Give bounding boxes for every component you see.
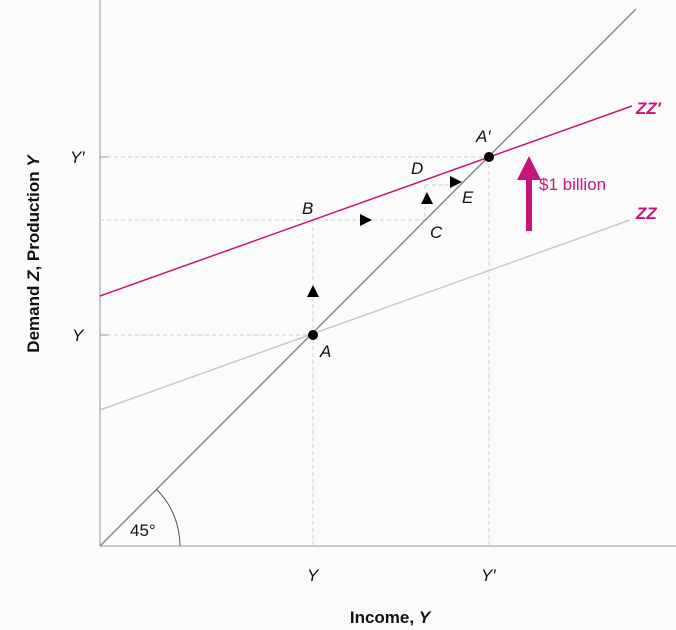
arrow-up-c-d xyxy=(421,192,433,204)
shift-label: $1 billion xyxy=(539,175,606,194)
zz-line xyxy=(99,219,631,411)
x-tick-label-right: Y′ xyxy=(481,566,496,585)
y-axis-title-prefix: Demand xyxy=(24,281,43,353)
y-axis-title-middle: , Production xyxy=(24,167,43,271)
y-tick-label-upper: Y′ xyxy=(70,148,85,167)
y-axis-title: Demand Z, Production Y xyxy=(24,154,43,353)
line-45-degree xyxy=(99,8,637,547)
zz-prime-label: ZZ′ xyxy=(635,99,662,118)
x-axis-title-text: Income, xyxy=(350,608,419,627)
x-axis-title: Income, Y xyxy=(350,608,432,627)
y-axis-title-y: Y xyxy=(24,154,43,167)
y-tick-label-lower: Y xyxy=(72,326,85,345)
point-e-label: E xyxy=(462,188,474,207)
point-a-dot xyxy=(308,330,318,340)
x-axis-title-var: Y xyxy=(419,608,432,627)
point-a-prime-label: A′ xyxy=(475,127,491,146)
point-d-label: D xyxy=(411,159,423,178)
point-b-label: B xyxy=(302,199,313,218)
arrow-right-b-c xyxy=(360,214,372,226)
angle-arc xyxy=(156,489,181,547)
point-a-prime-dot xyxy=(484,152,494,162)
zz-label: ZZ xyxy=(635,204,657,223)
point-c-label: C xyxy=(430,223,443,242)
angle-label: 45° xyxy=(130,521,156,540)
point-a-label: A xyxy=(319,342,331,361)
arrow-right-d-e xyxy=(450,176,462,188)
zz-prime-line xyxy=(99,105,633,297)
arrow-up-a-b xyxy=(307,285,319,297)
x-tick-label-left: Y xyxy=(307,566,320,585)
y-axis-title-z: Z xyxy=(24,270,43,282)
